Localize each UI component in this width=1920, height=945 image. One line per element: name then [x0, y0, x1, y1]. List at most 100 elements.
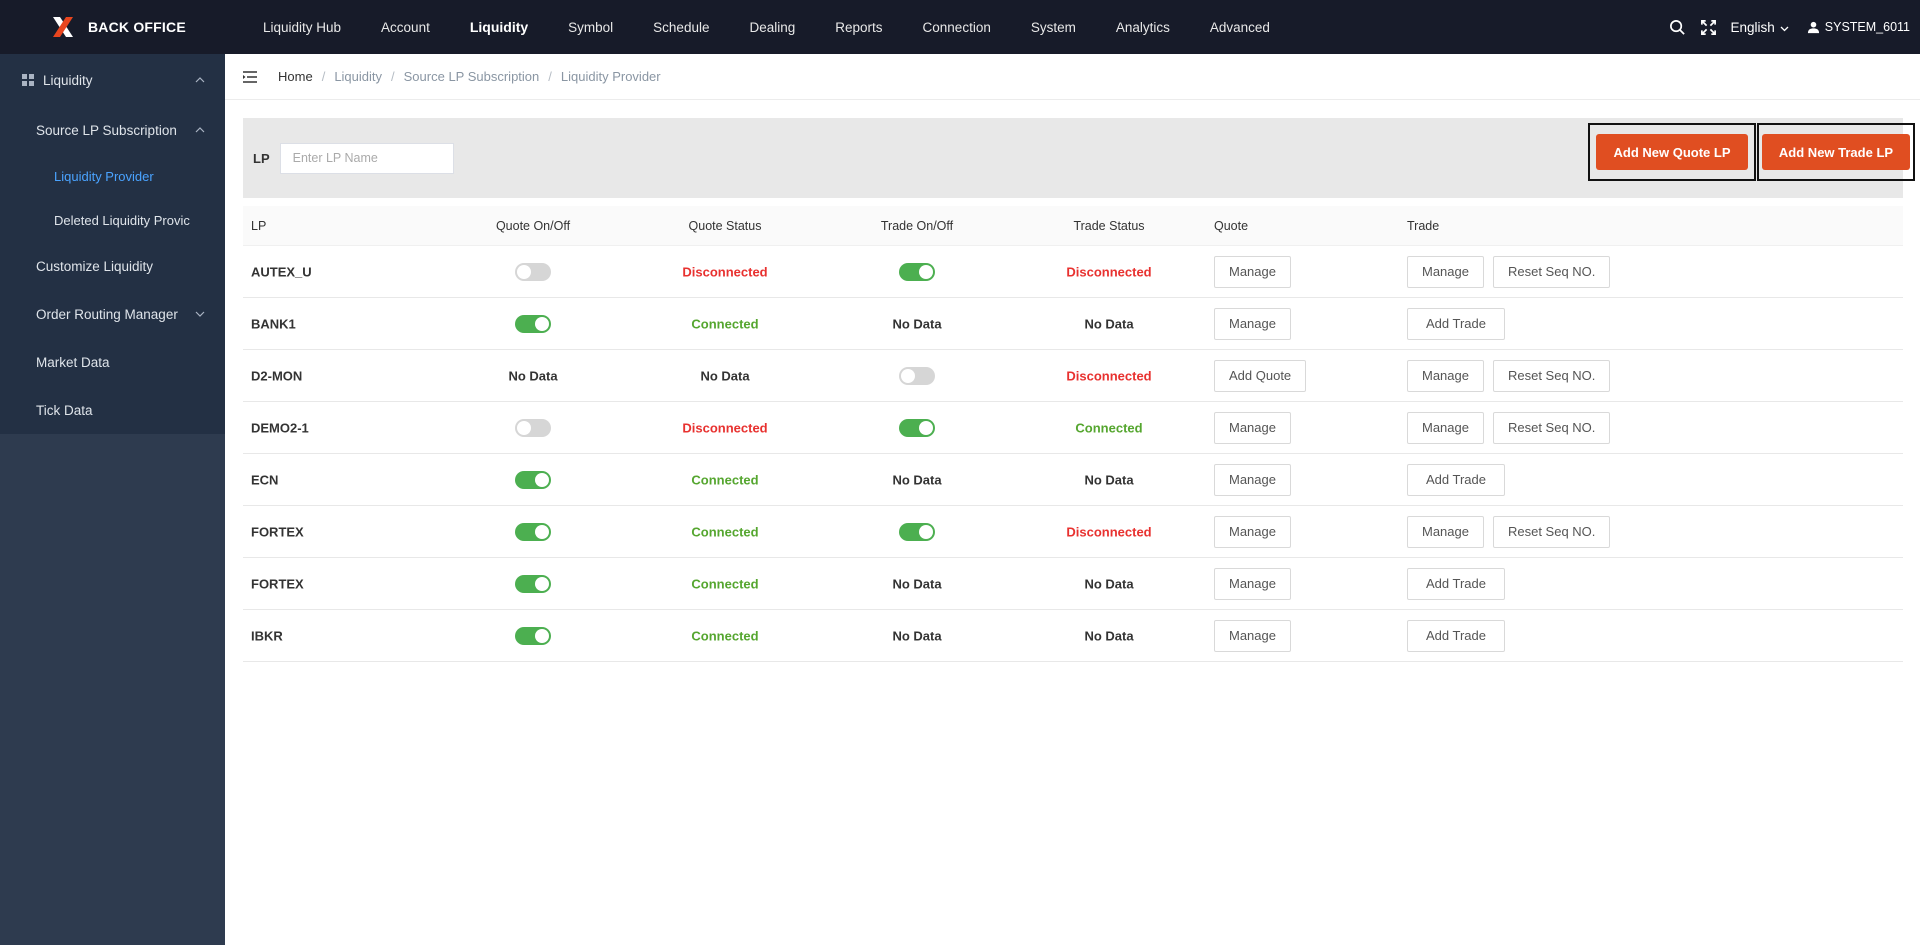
quote-toggle[interactable]: [515, 522, 551, 541]
main-nav: Liquidity Hub Account Liquidity Symbol Sched…: [243, 0, 1290, 54]
quote-actions-cell: Manage: [1214, 411, 1291, 444]
lp-cell: FORTEX: [251, 524, 304, 539]
manage-quote-button[interactable]: Manage: [1214, 411, 1291, 444]
trade-toggle[interactable]: [899, 522, 935, 541]
add-trade-button[interactable]: Add Trade: [1407, 307, 1505, 340]
quote-toggle-cell: [515, 522, 551, 541]
quote-toggle[interactable]: [515, 262, 551, 281]
add-trade-button[interactable]: Add Trade: [1407, 463, 1505, 496]
manage-quote-button[interactable]: Manage: [1214, 567, 1291, 600]
nav-liquidity-hub[interactable]: Liquidity Hub: [263, 19, 342, 35]
add-new-trade-lp-button[interactable]: Add New Trade LP: [1762, 134, 1910, 170]
sidebar-item-order-routing-manager[interactable]: Order Routing Manager: [0, 290, 225, 338]
quote-toggle[interactable]: [515, 626, 551, 645]
manage-quote-button[interactable]: Manage: [1214, 619, 1291, 652]
lp-name: FORTEX: [251, 576, 304, 591]
sidebar-item-tick-data[interactable]: Tick Data: [0, 386, 225, 434]
trade-actions-cell: Manage Reset Seq NO.: [1407, 515, 1611, 548]
column-header: LP: [251, 218, 267, 233]
reset-seq-button[interactable]: Reset Seq NO.: [1492, 359, 1611, 392]
trade-status-cell: Connected: [1075, 420, 1142, 435]
sidebar-item-customize-liquidity[interactable]: Customize Liquidity: [0, 242, 225, 290]
lp-name: D2-MON: [251, 368, 303, 383]
lp-name-input[interactable]: [279, 142, 454, 174]
trade-toggle[interactable]: [899, 366, 935, 385]
manage-quote-button[interactable]: Manage: [1214, 463, 1291, 496]
breadcrumb-item[interactable]: Liquidity Provider: [560, 69, 661, 84]
lp-cell: DEMO2-1: [251, 420, 309, 435]
nav-reports[interactable]: Reports: [835, 19, 883, 35]
nav-liquidity[interactable]: Liquidity: [469, 19, 529, 35]
reset-seq-button[interactable]: Reset Seq NO.: [1492, 515, 1611, 548]
breadcrumb-item[interactable]: Source LP Subscription: [403, 69, 540, 84]
nav-system[interactable]: System: [1030, 19, 1076, 35]
quote-status: No Data: [700, 368, 750, 383]
table-row: D2-MON No Data No Data Disconnected Add Quot…: [243, 350, 1903, 402]
menu-fold-icon[interactable]: [242, 70, 258, 84]
manage-trade-button[interactable]: Manage: [1407, 515, 1484, 548]
sidebar-item-label: Market Data: [36, 354, 110, 370]
sidebar-item-liquidity-provider[interactable]: Liquidity Provider: [0, 154, 225, 198]
nav-symbol[interactable]: Symbol: [568, 19, 614, 35]
nav-advanced[interactable]: Advanced: [1209, 19, 1270, 35]
search-icon[interactable]: [1668, 18, 1686, 36]
lp-name: AUTEX_U: [251, 264, 312, 279]
language-select[interactable]: English: [1730, 20, 1789, 35]
quote-toggle[interactable]: [515, 470, 551, 489]
trade-status: Connected: [1075, 420, 1143, 435]
manage-trade-button[interactable]: Manage: [1407, 411, 1484, 444]
trade-toggle[interactable]: [899, 262, 935, 281]
trade-actions-cell: Manage Reset Seq NO.: [1407, 411, 1611, 444]
brand-text: BACK OFFICE: [88, 19, 186, 35]
add-new-quote-lp-button[interactable]: Add New Quote LP: [1596, 134, 1748, 170]
lp-name: IBKR: [251, 628, 283, 643]
quote-actions-cell: Manage: [1214, 255, 1291, 288]
lp-name: FORTEX: [251, 524, 304, 539]
trade-toggle-cell: [899, 262, 935, 281]
lp-name: ECN: [251, 472, 279, 487]
toggle-knob: [535, 524, 549, 539]
add-trade-button[interactable]: Add Trade: [1407, 567, 1505, 600]
sidebar-item-market-data[interactable]: Market Data: [0, 338, 225, 386]
user-menu[interactable]: SYSTEM_6011: [1807, 20, 1910, 34]
manage-quote-button[interactable]: Manage: [1214, 307, 1291, 340]
trade-toggle[interactable]: [899, 418, 935, 437]
breadcrumb-item[interactable]: Liquidity: [334, 69, 383, 84]
trade-toggle-cell: [899, 522, 935, 541]
chevron-down-icon: [1780, 20, 1789, 35]
toggle-knob: [535, 316, 549, 331]
table-row: DEMO2-1 Disconnected Connected Manage Manage…: [243, 402, 1903, 454]
sidebar-item-source-lp-subscription[interactable]: Source LP Subscription: [0, 106, 225, 154]
manage-quote-button[interactable]: Manage: [1214, 255, 1291, 288]
add-quote-button[interactable]: Add Quote: [1214, 359, 1307, 392]
nav-account[interactable]: Account: [381, 19, 430, 35]
reset-seq-button[interactable]: Reset Seq NO.: [1492, 411, 1611, 444]
nav-dealing[interactable]: Dealing: [749, 19, 796, 35]
reset-seq-button[interactable]: Reset Seq NO.: [1492, 255, 1611, 288]
quote-status: Connected: [691, 316, 759, 331]
main-content: Home / Liquidity / Source LP Subscription / Li…: [225, 54, 1920, 945]
quote-toggle-cell: [515, 574, 551, 593]
manage-quote-button[interactable]: Manage: [1214, 515, 1291, 548]
sidebar-item-liquidity[interactable]: Liquidity: [0, 54, 225, 106]
manage-trade-button[interactable]: Manage: [1407, 359, 1484, 392]
lp-cell: D2-MON: [251, 368, 302, 383]
quote-toggle[interactable]: [515, 314, 551, 333]
manage-trade-button[interactable]: Manage: [1407, 255, 1484, 288]
fullscreen-icon[interactable]: [1699, 18, 1717, 36]
breadcrumb-item[interactable]: Home: [278, 69, 313, 84]
nav-schedule[interactable]: Schedule: [653, 19, 710, 35]
nav-connection[interactable]: Connection: [922, 19, 991, 35]
quote-toggle[interactable]: [515, 418, 551, 437]
sidebar-item-deleted-liquidity-provider[interactable]: Deleted Liquidity Provic: [0, 198, 225, 242]
quote-actions-cell: Manage: [1214, 619, 1291, 652]
trade-status: Disconnected: [1066, 368, 1152, 383]
add-trade-button[interactable]: Add Trade: [1407, 619, 1505, 652]
nav-analytics[interactable]: Analytics: [1115, 19, 1170, 35]
brand[interactable]: BACK OFFICE: [0, 0, 225, 54]
breadcrumb-bar: Home / Liquidity / Source LP Subscription / Li…: [225, 54, 1920, 100]
trade-toggle-cell: No Data: [892, 576, 941, 591]
sidebar-item-label: Source LP Subscription: [36, 122, 177, 138]
quote-toggle[interactable]: [515, 574, 551, 593]
trade-toggle-text: No Data: [892, 576, 942, 591]
